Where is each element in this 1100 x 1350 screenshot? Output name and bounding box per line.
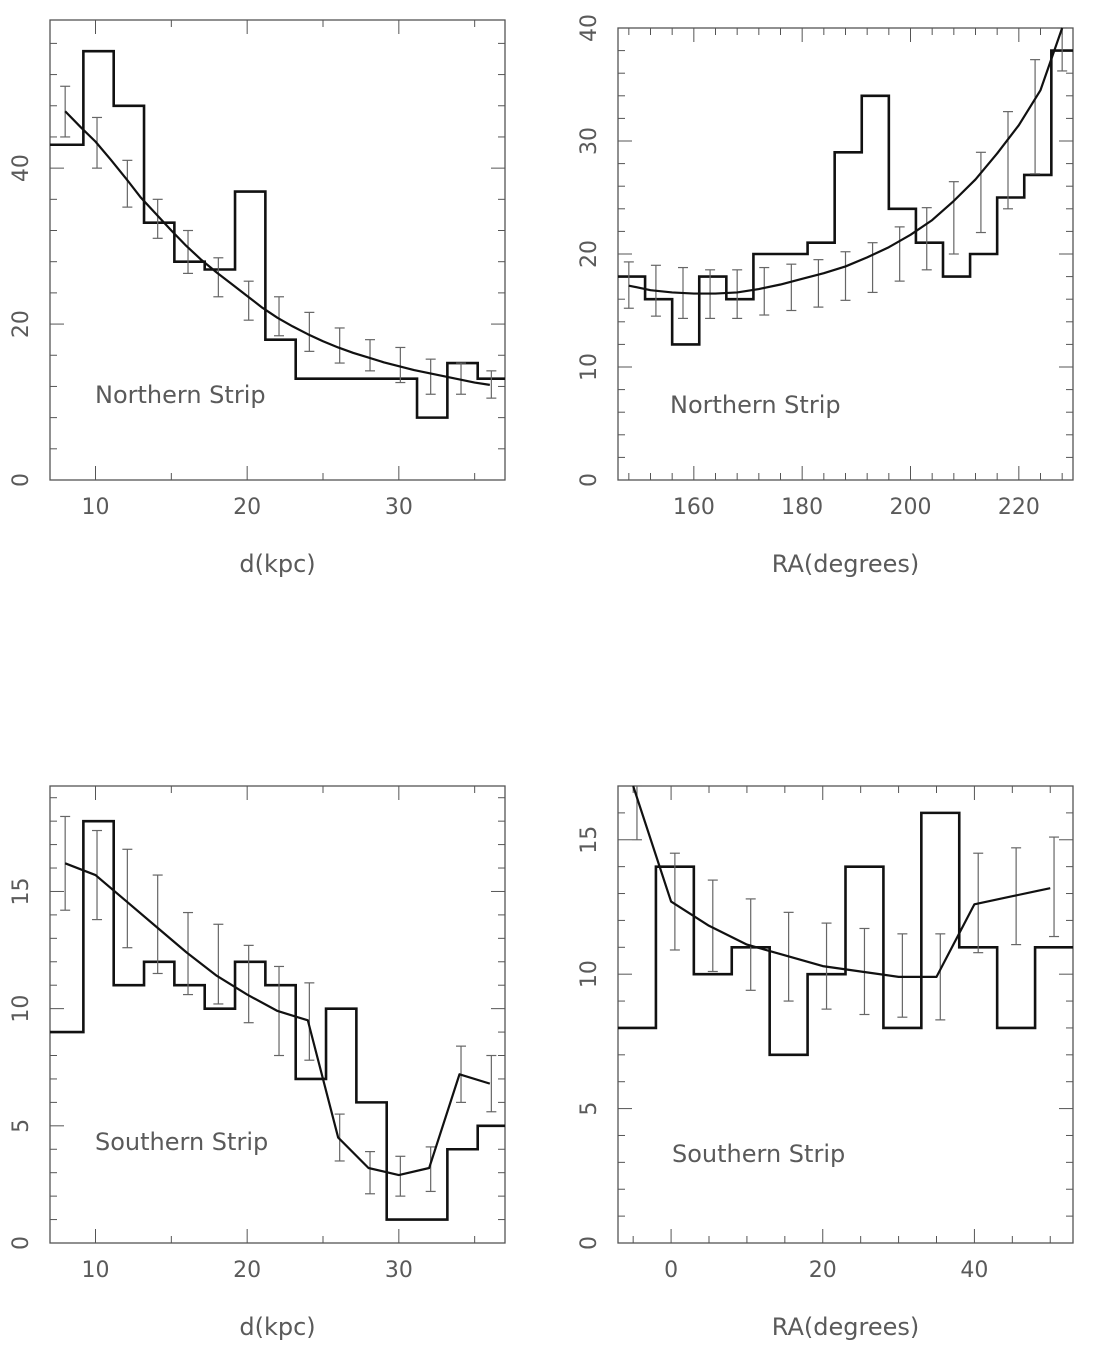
x-tick-label: 0 <box>664 1258 678 1283</box>
y-tick-label: 40 <box>577 14 602 42</box>
plot-frame <box>617 785 1074 1244</box>
histogram-steps <box>618 49 1073 346</box>
y-tick-label: 0 <box>9 473 34 487</box>
x-tick-label: 10 <box>82 1258 110 1283</box>
x-tick-label: 180 <box>781 495 823 520</box>
panel-southern-distance: 10 20 30 0 5 10 15 Southern Strip d(kpc) <box>9 785 506 1341</box>
x-tick-label: 30 <box>385 1258 413 1283</box>
x-tick-label: 10 <box>82 495 110 520</box>
model-curve <box>628 27 1064 295</box>
plot-frame <box>49 785 506 1244</box>
x-tick-label: 20 <box>233 495 261 520</box>
x-tick-label: 20 <box>809 1258 837 1283</box>
model-curve <box>64 862 491 1177</box>
y-tick-label: 10 <box>577 960 602 988</box>
y-tick-label: 5 <box>9 1119 34 1133</box>
y-tick-label: 0 <box>577 473 602 487</box>
histogram-steps <box>618 811 1073 1057</box>
x-tick-label: 40 <box>960 1258 988 1283</box>
x-axis-title: d(kpc) <box>239 550 315 578</box>
x-tick-label: 30 <box>385 495 413 520</box>
strip-annotation: Southern Strip <box>95 1128 268 1156</box>
strip-annotation: Southern Strip <box>672 1140 845 1168</box>
model-curve <box>64 110 491 386</box>
histogram-steps <box>50 819 505 1221</box>
y-tick-label: 0 <box>577 1236 602 1250</box>
y-tick-label: 40 <box>9 154 34 182</box>
x-axis-title: RA(degrees) <box>772 1313 919 1341</box>
model-curve <box>632 785 1051 978</box>
y-tick-label: 30 <box>577 127 602 155</box>
plot-frame <box>49 19 506 481</box>
x-axis-title: d(kpc) <box>239 1313 315 1341</box>
y-tick-label: 0 <box>9 1236 34 1250</box>
x-axis-title: RA(degrees) <box>772 550 919 578</box>
x-tick-label: 160 <box>673 495 715 520</box>
y-tick-label: 5 <box>577 1102 602 1116</box>
x-tick-label: 200 <box>890 495 932 520</box>
x-tick-label: 220 <box>998 495 1040 520</box>
y-tick-label: 20 <box>9 310 34 338</box>
y-tick-label: 15 <box>9 877 34 905</box>
histogram-steps <box>50 49 505 419</box>
panel-northern-ra: 160 180 200 220 0 10 20 30 40 Northern Strip RA(de… <box>577 14 1074 578</box>
panel-northern-distance: 10 20 30 0 20 40 Northern Strip d(kpc) <box>9 19 506 578</box>
panel-southern-ra: 0 20 40 0 5 10 15 Southern Strip RA(degrees) <box>577 785 1074 1341</box>
strip-annotation: Northern Strip <box>670 391 841 419</box>
y-tick-label: 10 <box>577 353 602 381</box>
y-tick-label: 10 <box>9 995 34 1023</box>
y-tick-label: 20 <box>577 240 602 268</box>
strip-annotation: Northern Strip <box>95 381 266 409</box>
y-tick-label: 15 <box>577 826 602 854</box>
x-tick-label: 20 <box>233 1258 261 1283</box>
